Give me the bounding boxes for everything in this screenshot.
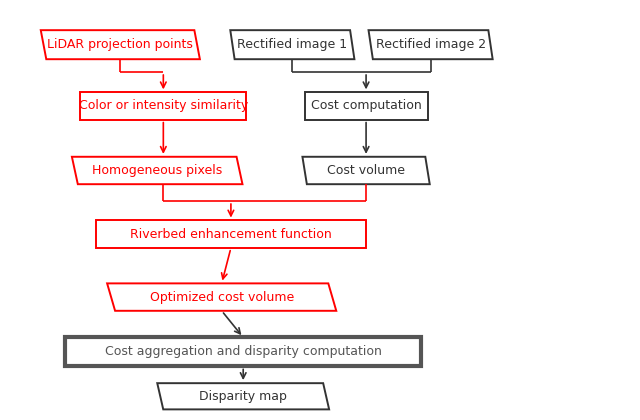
Text: Color or intensity similarity: Color or intensity similarity <box>79 100 248 113</box>
Text: Cost volume: Cost volume <box>327 164 405 177</box>
Text: Disparity map: Disparity map <box>199 390 287 403</box>
Text: Cost aggregation and disparity computation: Cost aggregation and disparity computati… <box>105 345 381 358</box>
Bar <box>96 220 366 248</box>
Bar <box>81 92 246 120</box>
Bar <box>305 92 428 120</box>
Text: LiDAR projection points: LiDAR projection points <box>47 38 193 51</box>
Text: Rectified image 2: Rectified image 2 <box>376 38 486 51</box>
Text: Cost computation: Cost computation <box>310 100 422 113</box>
Bar <box>65 337 421 366</box>
Text: Optimized cost volume: Optimized cost volume <box>150 291 294 304</box>
Text: Rectified image 1: Rectified image 1 <box>237 38 348 51</box>
Text: Homogeneous pixels: Homogeneous pixels <box>92 164 222 177</box>
Text: Riverbed enhancement function: Riverbed enhancement function <box>130 228 332 241</box>
